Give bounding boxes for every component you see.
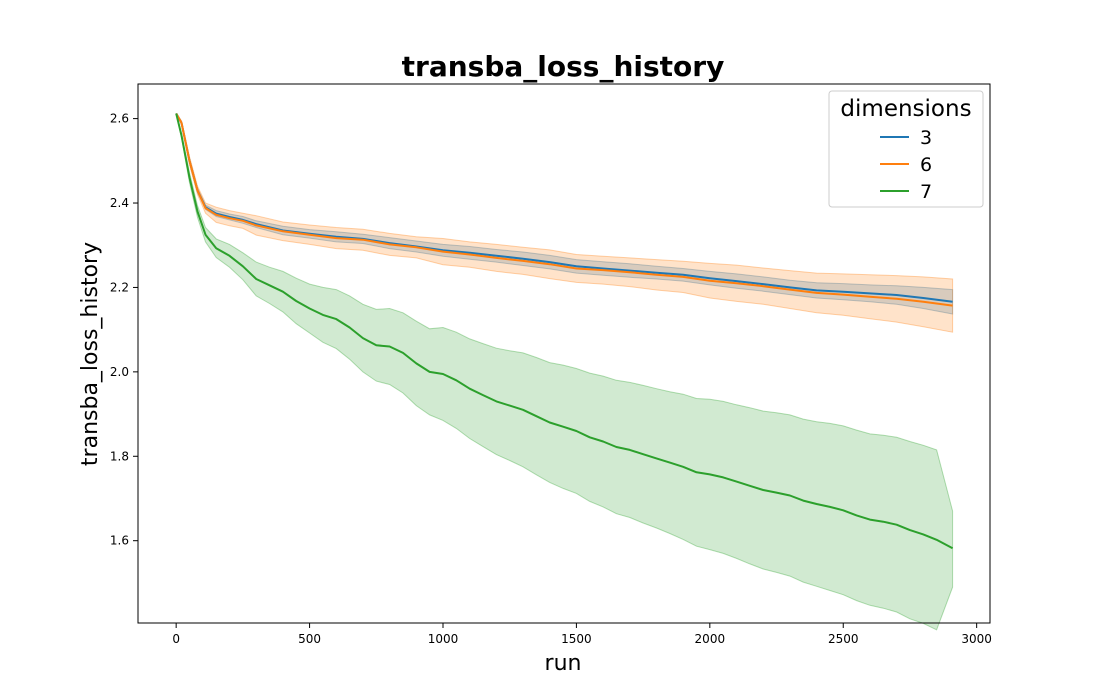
y-axis-ticks: 1.6 1.8 2.0 2.2 2.4 2.6 (110, 112, 138, 548)
legend: dimensions 3 6 7 (828, 90, 984, 208)
legend-title: dimensions (840, 96, 971, 122)
x-axis-label: run (545, 651, 582, 676)
x-tick-label: 3000 (961, 632, 992, 646)
x-axis-ticks: 0 500 1000 1500 2000 2500 3000 (172, 623, 992, 646)
x-tick-label: 500 (298, 632, 321, 646)
line-series-7 (175, 113, 954, 550)
legend-label-3: 3 (920, 127, 932, 149)
line-series-3 (175, 113, 953, 303)
legend-box (828, 90, 984, 208)
y-axis-label: transba_loss_history (78, 242, 103, 466)
plot-frame (137, 83, 991, 624)
legend-label-7: 7 (920, 181, 932, 203)
x-tick-label: 1000 (428, 632, 459, 646)
x-tick-label: 2000 (695, 632, 726, 646)
legend-label-6: 6 (920, 154, 932, 176)
y-tick-label: 2.2 (110, 280, 129, 294)
x-tick-label: 0 (172, 632, 180, 646)
series-lines (175, 113, 954, 550)
y-tick-label: 1.6 (110, 534, 129, 548)
chart-title: transba_loss_history (402, 50, 725, 83)
y-tick-label: 1.8 (110, 449, 129, 463)
y-tick-label: 2.6 (110, 112, 129, 126)
line-series-6 (175, 113, 953, 307)
x-tick-label: 1500 (561, 632, 592, 646)
x-tick-label: 2500 (828, 632, 859, 646)
legend-items: 3 6 7 (880, 127, 932, 203)
band-series-7 (175, 113, 954, 631)
y-tick-label: 2.0 (110, 365, 129, 379)
y-tick-label: 2.4 (110, 196, 129, 210)
